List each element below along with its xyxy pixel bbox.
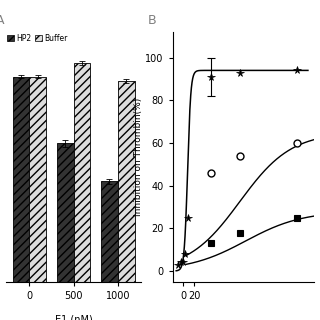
Text: B: B bbox=[148, 14, 156, 27]
Text: A: A bbox=[0, 14, 4, 27]
Bar bbox=[74, 63, 91, 282]
Text: E1 (nM): E1 (nM) bbox=[55, 314, 92, 320]
Bar bbox=[101, 181, 118, 282]
Bar bbox=[12, 76, 29, 282]
Bar bbox=[57, 143, 74, 282]
Legend: HP2, Buffer: HP2, Buffer bbox=[4, 31, 71, 46]
Bar bbox=[29, 76, 46, 282]
Y-axis label: Inhibition on Thrombin(%): Inhibition on Thrombin(%) bbox=[134, 98, 143, 216]
Bar bbox=[118, 81, 135, 282]
